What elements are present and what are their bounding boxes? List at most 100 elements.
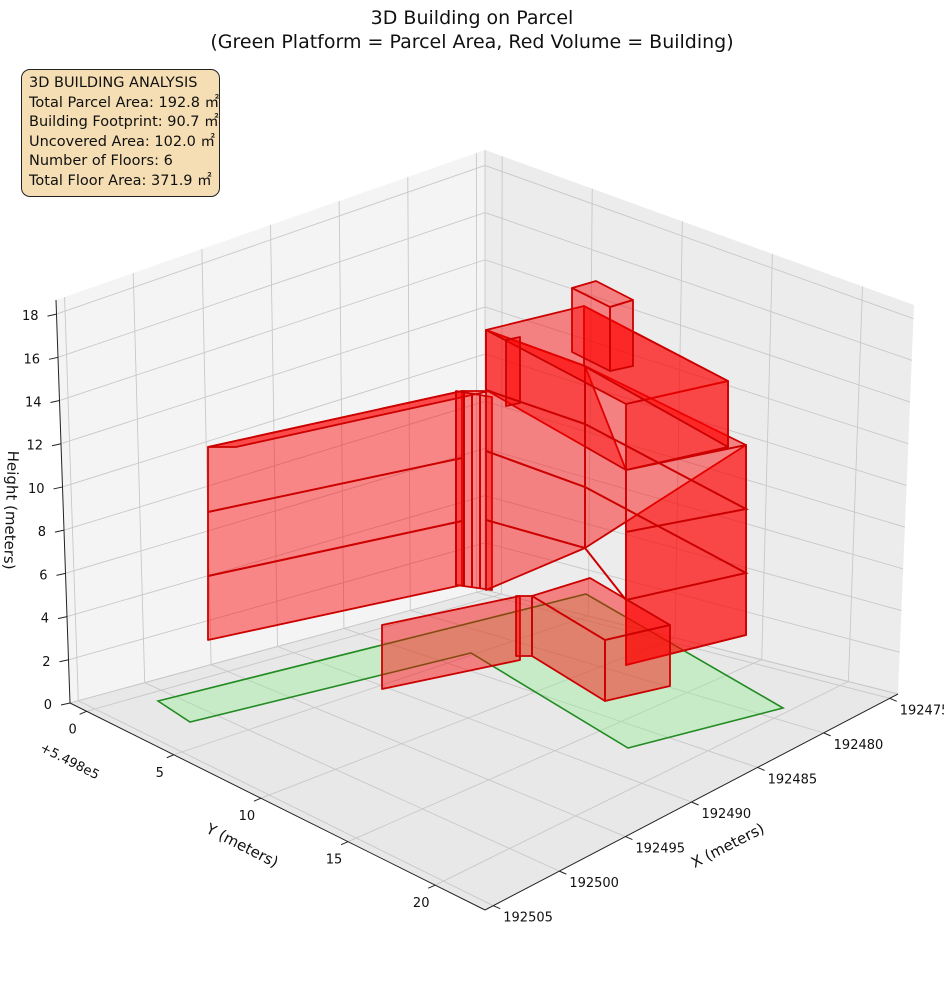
z-tick-label: 0 (44, 698, 52, 713)
floor-line (207, 520, 463, 577)
info-uncovered-area: Uncovered Area: 102.0 ㎡ (29, 133, 216, 150)
x-grid-line (270, 224, 278, 647)
y-tick-label: 10 (239, 809, 256, 824)
z-axis-line (55, 299, 71, 704)
x-tick-label: 192485 (768, 772, 818, 787)
building-face (381, 595, 521, 690)
info-total-floor-area: Total Floor Area: 371.9 ㎡ (29, 172, 212, 189)
info-number-of-floors: Number of Floors: 6 (29, 153, 173, 169)
floor-line (485, 450, 749, 601)
z-grid-line (484, 448, 904, 570)
y-tick-label: 0 (68, 722, 76, 737)
x-grid-line (210, 664, 626, 837)
floor-line (207, 457, 463, 513)
building-volume (207, 280, 747, 702)
y-tick (428, 884, 436, 889)
pane-edge (484, 589, 899, 695)
x-grid-line (78, 700, 494, 907)
x-tick-label: 192500 (569, 876, 619, 891)
z-tick-label: 4 (41, 612, 49, 627)
z-tick-label: 18 (22, 309, 39, 324)
floor-lines (207, 389, 749, 601)
y-tick-label: 5 (156, 766, 164, 781)
z-axis-label: Height (meters) (0, 450, 22, 570)
x-tick (493, 905, 501, 910)
building-face (505, 336, 521, 407)
x-tick-label: 192480 (834, 738, 884, 753)
building-face (609, 299, 634, 372)
x-tick (757, 766, 765, 771)
y-tick (340, 841, 349, 846)
z-grid-line (63, 400, 486, 531)
analysis-info-box: 3D BUILDING ANALYSIS Total Parcel Area: … (21, 69, 220, 197)
z-tick-label: 8 (38, 525, 46, 540)
x-grid-line (407, 176, 411, 611)
building-face (583, 305, 729, 448)
y-tick-label: 20 (413, 896, 430, 911)
pane-edge (69, 589, 486, 704)
y-tick (79, 710, 87, 715)
z-grid-line (59, 259, 486, 401)
y-grid-line (761, 253, 773, 660)
y-axis-offset-label: +5.498e5 (37, 741, 101, 784)
z-tick (47, 313, 57, 317)
y-grid-line (847, 286, 863, 682)
z-grid-line (57, 212, 486, 358)
y-axis-label: Y (meters) (202, 819, 281, 871)
z-grid-line (484, 164, 914, 320)
z-grid-line (62, 353, 486, 488)
y-grid-line (674, 221, 683, 638)
x-tick (559, 870, 567, 875)
y-grid-line (347, 659, 762, 843)
x-grid-line (277, 646, 692, 803)
z-grid-line (65, 448, 486, 574)
x-tick-label: 192475 (900, 703, 944, 718)
x-tick-label: 192490 (702, 807, 752, 822)
info-box-title: 3D BUILDING ANALYSIS (29, 75, 198, 91)
x-tick-label: 192495 (635, 842, 685, 857)
floor-line (485, 519, 627, 601)
y-grid-line (260, 637, 676, 799)
z-tick (56, 572, 66, 576)
axis-ticks: 192475 192480 192485 192490 192495 192500 1925… (22, 309, 944, 926)
z-tick-label: 12 (26, 439, 43, 454)
z-tick-label: 2 (42, 655, 50, 670)
y-axis-line (69, 702, 486, 911)
z-grid-line (484, 306, 909, 445)
y-tick (253, 797, 262, 802)
z-tick-label: 16 (23, 352, 40, 367)
x-tick (889, 697, 897, 702)
building-face (531, 577, 671, 641)
z-grid-line (68, 542, 486, 661)
z-grid-line (484, 259, 911, 403)
floor-line (485, 389, 749, 533)
z-tick-label: 14 (25, 396, 42, 411)
z-grid-line (484, 400, 905, 528)
y-grid-line (501, 156, 503, 595)
y-grid-line (435, 681, 849, 886)
x-grid-line (410, 609, 824, 734)
building-face (515, 595, 533, 657)
z-grid-line (56, 164, 486, 315)
z-tick (60, 702, 71, 706)
z-grid-line (66, 495, 486, 618)
z-tick (54, 529, 65, 533)
x-grid-line (338, 200, 345, 629)
x-tick (691, 801, 699, 806)
z-tick (50, 400, 60, 404)
x-grid-line (343, 627, 758, 768)
floor-pane (70, 590, 898, 910)
x-tick (823, 732, 831, 737)
x-grid-line (132, 272, 146, 683)
x-grid-line (64, 296, 79, 701)
x-grid-line (201, 248, 212, 665)
chart-title-line-2: (Green Platform = Parcel Area, Red Volum… (210, 31, 734, 53)
z-tick (59, 659, 69, 663)
z-tick-label: 6 (39, 568, 47, 583)
x-tick (625, 836, 633, 841)
z-tick (48, 356, 59, 360)
z-grid-line (60, 306, 486, 445)
z-tick (57, 616, 68, 620)
z-tick-label: 10 (28, 482, 45, 497)
